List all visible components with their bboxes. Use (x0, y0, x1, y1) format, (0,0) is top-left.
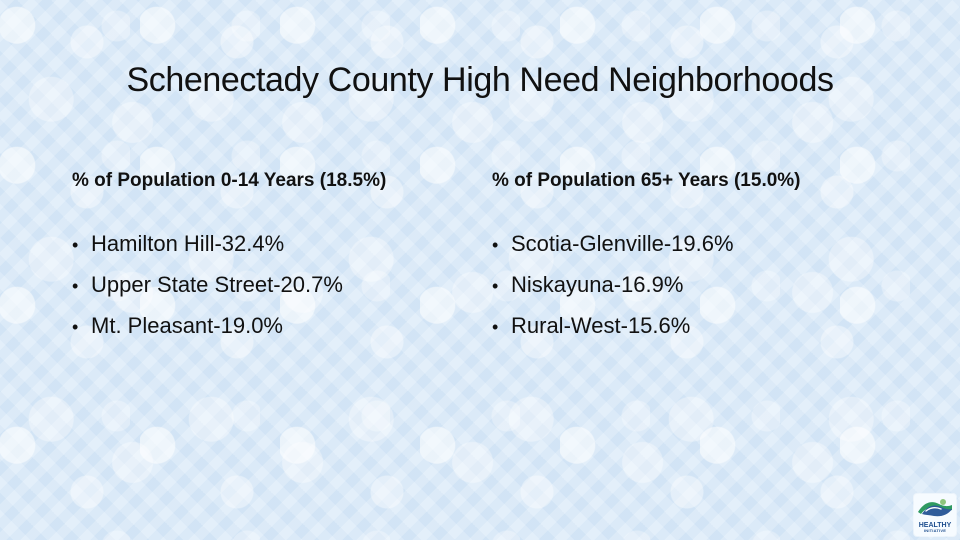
right-bullet-list: • Scotia-Glenville-19.6% • Niskayuna-16.… (492, 224, 892, 347)
list-item-text: Niskayuna-16.9% (511, 272, 684, 297)
list-item: • Niskayuna-16.9% (492, 265, 892, 306)
list-item-text: Scotia-Glenville-19.6% (511, 231, 734, 256)
right-column: % of Population 65+ Years (15.0%) • Scot… (492, 168, 892, 347)
list-item-text: Hamilton Hill-32.4% (91, 231, 285, 256)
bullet-icon: • (72, 317, 79, 337)
healthy-initiative-logo: HEALTHY INITIATIVE (914, 494, 956, 536)
list-item-text: Rural-West-15.6% (511, 313, 691, 338)
bullet-icon: • (492, 317, 499, 337)
slide-title: Schenectady County High Need Neighborhoo… (126, 61, 834, 99)
list-item: • Rural-West-15.6% (492, 306, 892, 347)
list-item-text: Upper State Street-20.7% (91, 272, 343, 297)
list-item: • Scotia-Glenville-19.6% (492, 224, 892, 265)
bullet-icon: • (492, 276, 499, 296)
list-item: • Mt. Pleasant-19.0% (72, 306, 472, 347)
bullet-icon: • (492, 235, 499, 255)
bullet-icon: • (72, 276, 79, 296)
list-item: • Upper State Street-20.7% (72, 265, 472, 306)
left-column-heading: % of Population 0-14 Years (18.5%) (72, 170, 387, 191)
left-column: % of Population 0-14 Years (18.5%) • Ham… (72, 168, 472, 347)
logo-sub-text: INITIATIVE (923, 529, 947, 533)
handshake-icon (918, 499, 952, 517)
bullet-icon: • (72, 235, 79, 255)
logo-main-text: HEALTHY (918, 522, 952, 529)
list-item: • Hamilton Hill-32.4% (72, 224, 472, 265)
list-item-text: Mt. Pleasant-19.0% (91, 313, 283, 338)
right-column-heading: % of Population 65+ Years (15.0%) (492, 170, 801, 191)
left-bullet-list: • Hamilton Hill-32.4% • Upper State Stre… (72, 224, 472, 347)
